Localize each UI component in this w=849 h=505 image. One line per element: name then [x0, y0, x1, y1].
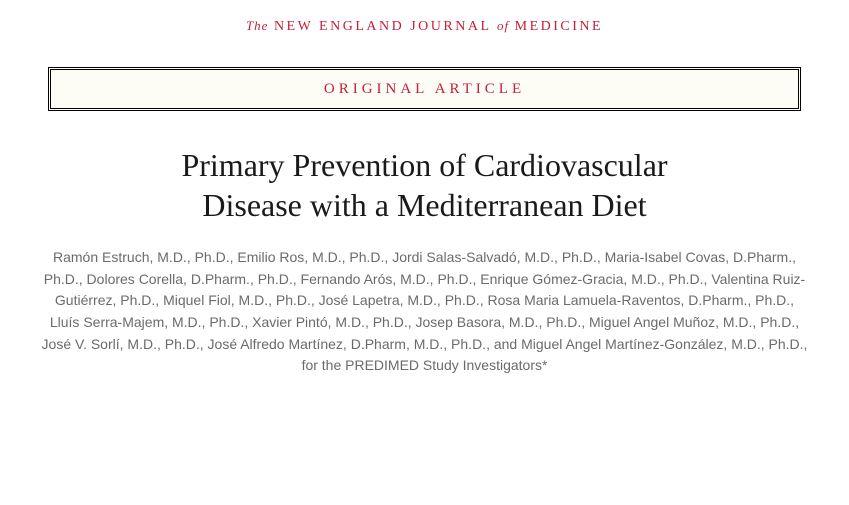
article-type-box: ORIGINAL ARTICLE: [48, 67, 801, 111]
article-type-label: ORIGINAL ARTICLE: [324, 81, 525, 97]
title-line-2: Disease with a Mediterranean Diet: [202, 187, 646, 223]
title-line-1: Primary Prevention of Cardiovascular: [181, 147, 667, 183]
journal-name-1: NEW ENGLAND JOURNAL: [274, 19, 492, 34]
journal-prefix: The: [246, 18, 269, 33]
journal-name-2: MEDICINE: [515, 19, 603, 34]
journal-infix: of: [497, 18, 509, 33]
author-list: Ramón Estruch, M.D., Ph.D., Emilio Ros, …: [40, 247, 809, 377]
article-title: Primary Prevention of Cardiovascular Dis…: [60, 145, 789, 225]
journal-header: The NEW ENGLAND JOURNAL of MEDICINE: [0, 0, 849, 35]
